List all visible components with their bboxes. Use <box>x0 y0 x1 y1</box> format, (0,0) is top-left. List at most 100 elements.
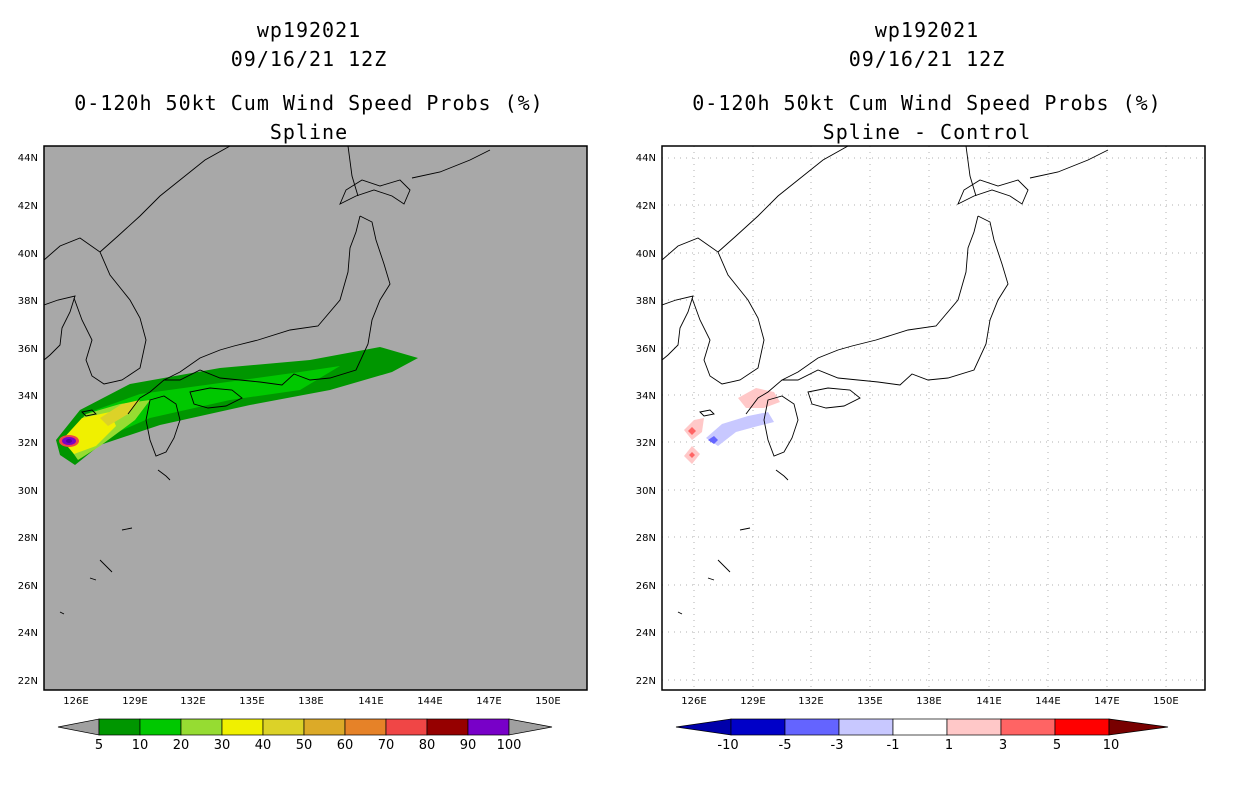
legend-label: 60 <box>337 738 354 753</box>
prob-swath-5 <box>56 347 418 465</box>
legend-under-arrow <box>675 718 732 736</box>
lon-label: 126E <box>681 696 706 707</box>
lat-label: 42N <box>18 201 38 212</box>
lat-label: 28N <box>18 533 38 544</box>
legend-swatch <box>385 718 428 736</box>
left-map-svg: 44N 42N 40N 38N 36N 34N 32N 30N 28N 26N … <box>18 145 588 753</box>
lat-label: 44N <box>18 153 38 164</box>
korea-coast <box>662 237 765 385</box>
legend-label: -10 <box>717 738 738 753</box>
right-title-product: 0-120h 50kt Cum Wind Speed Probs (%) <box>692 91 1162 115</box>
legend-swatch <box>1000 718 1056 736</box>
right-legend <box>675 718 1169 736</box>
shikoku-coast <box>807 387 861 409</box>
left-lon-labels: 126E 129E 132E 135E 138E 141E 144E 147E … <box>63 696 560 707</box>
left-legend-labels: 5 10 20 30 40 50 60 70 80 90 100 <box>95 738 522 753</box>
left-panel: wp192021 09/16/21 12Z 0-120h 50kt Cum Wi… <box>18 18 588 753</box>
right-title-storm-id: wp192021 <box>874 18 980 42</box>
legend-label: 1 <box>945 738 953 753</box>
diff-positive-west-2-core <box>689 452 695 458</box>
lat-label: 44N <box>636 153 656 164</box>
legend-label: -1 <box>887 738 900 753</box>
lon-label: 129E <box>740 696 765 707</box>
lat-label: 22N <box>18 676 38 687</box>
hokkaido-coast <box>339 179 411 205</box>
legend-under-arrow <box>57 718 100 736</box>
diff-negative-band <box>706 412 774 446</box>
right-lat-labels: 44N 42N 40N 38N 36N 34N 32N 30N 28N 26N … <box>636 153 656 687</box>
lat-label: 28N <box>636 533 656 544</box>
china-coast <box>44 295 76 361</box>
right-panel: wp192021 09/16/21 12Z 0-120h 50kt Cum Wi… <box>618 0 1236 800</box>
legend-swatch <box>838 718 894 736</box>
right-title-datetime: 09/16/21 12Z <box>848 47 1006 71</box>
korea-coast <box>44 237 147 385</box>
legend-label: 5 <box>95 738 103 753</box>
lon-label: 144E <box>417 696 442 707</box>
lon-label: 150E <box>1153 696 1178 707</box>
legend-swatch <box>946 718 1002 736</box>
lat-label: 36N <box>18 344 38 355</box>
lat-label: 26N <box>636 581 656 592</box>
lon-label: 132E <box>798 696 823 707</box>
shikoku-coast <box>189 387 243 409</box>
russia-coast <box>717 146 849 253</box>
legend-swatch <box>98 718 141 736</box>
legend-swatch <box>892 718 948 736</box>
kyushu-coast <box>763 395 799 457</box>
jeju-island <box>699 409 715 417</box>
lat-label: 40N <box>636 249 656 260</box>
legend-swatch <box>784 718 840 736</box>
legend-swatch <box>221 718 264 736</box>
kyushu-coast <box>145 395 181 457</box>
left-lat-labels: 44N 42N 40N 38N 36N 34N 32N 30N 28N 26N … <box>18 153 38 687</box>
legend-over-arrow <box>1108 718 1169 736</box>
legend-over-arrow <box>508 718 553 736</box>
lon-label: 138E <box>298 696 323 707</box>
legend-label: 100 <box>497 738 522 753</box>
lon-label: 138E <box>916 696 941 707</box>
legend-label: 90 <box>460 738 477 753</box>
left-title-datetime: 09/16/21 12Z <box>230 47 388 71</box>
prob-swath-10 <box>68 366 340 458</box>
prob-swath-40 <box>100 400 140 426</box>
lat-label: 38N <box>636 296 656 307</box>
right-coastlines <box>662 146 1109 615</box>
jeju-island <box>81 409 97 417</box>
lat-label: 30N <box>18 486 38 497</box>
left-map-frame <box>43 145 588 691</box>
legend-label: 70 <box>378 738 395 753</box>
legend-swatch <box>467 718 510 736</box>
lon-label: 135E <box>857 696 882 707</box>
left-title-storm-id: wp192021 <box>256 18 362 42</box>
lon-label: 141E <box>976 696 1001 707</box>
right-map <box>661 145 1206 691</box>
sakhalin-coast <box>965 146 977 197</box>
hokkaido-coast <box>957 179 1029 205</box>
lat-label: 26N <box>18 581 38 592</box>
lat-label: 34N <box>636 391 656 402</box>
lon-label: 147E <box>476 696 501 707</box>
legend-swatch <box>303 718 346 736</box>
lat-label: 38N <box>18 296 38 307</box>
legend-label: 40 <box>255 738 272 753</box>
left-coastlines <box>44 146 491 615</box>
lon-label: 129E <box>122 696 147 707</box>
lon-label: 132E <box>180 696 205 707</box>
legend-swatch <box>180 718 223 736</box>
prob-core-100 <box>66 439 72 443</box>
left-title-subtitle: Spline <box>269 120 349 144</box>
right-legend-labels: -10 -5 -3 -1 1 3 5 10 <box>717 738 1119 753</box>
lat-label: 42N <box>636 201 656 212</box>
diff-positive-north <box>738 388 780 408</box>
ryukyu-islands <box>677 469 789 615</box>
lat-label: 22N <box>636 676 656 687</box>
lat-label: 30N <box>636 486 656 497</box>
left-title-product: 0-120h 50kt Cum Wind Speed Probs (%) <box>74 91 544 115</box>
left-map <box>43 145 588 691</box>
legend-label: 80 <box>419 738 436 753</box>
legend-swatch <box>139 718 182 736</box>
lon-label: 147E <box>1094 696 1119 707</box>
lon-label: 135E <box>239 696 264 707</box>
honshu-coast <box>127 215 391 415</box>
